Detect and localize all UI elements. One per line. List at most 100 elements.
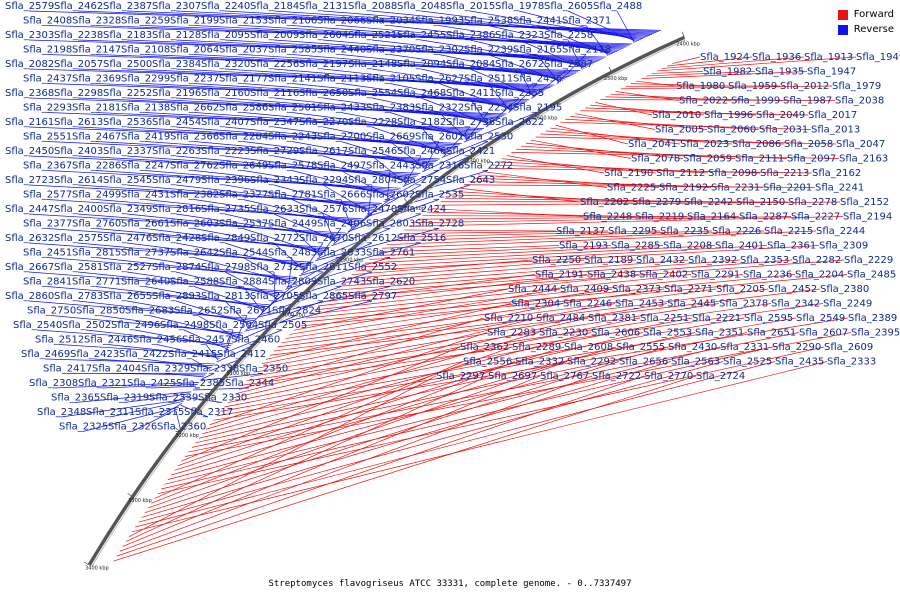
reverse-gene-label: Sfla_2048: [397, 1, 446, 12]
reverse-gene-label: Sfla_2483: [268, 248, 317, 259]
reverse-gene-label: Sfla_2400: [54, 204, 103, 215]
reverse-gene-label: Sfla_2578: [268, 161, 317, 172]
forward-gene-label: Sfla_2651: [747, 328, 796, 339]
scale-tick-mark: [609, 67, 611, 71]
forward-gene-label: Sfla_2381: [588, 313, 637, 324]
forward-gene-label: Sfla_2553: [643, 328, 692, 339]
reverse-gene-label: Sfla_2165: [513, 45, 562, 56]
forward-gene-label: Sfla_2608: [564, 342, 613, 353]
reverse-gene-label: Sfla_2355: [495, 88, 544, 99]
reverse-gene-label: Sfla_2815: [72, 248, 121, 259]
reverse-gene-label: Sfla_2303: [5, 30, 54, 41]
reverse-gene-label: Sfla_2440: [317, 45, 366, 56]
label-leader-line: [672, 57, 700, 64]
reverse-gene-label: Sfla_2497: [317, 161, 366, 172]
reverse-gene-label: Sfla_2088: [348, 1, 397, 12]
reverse-gene-label: Sfla_2307: [152, 1, 201, 12]
reverse-gene-label: Sfla_2153: [219, 16, 268, 27]
forward-gene-label: Sfla_2248: [583, 212, 632, 223]
reverse-gene-label: Sfla_2527: [103, 262, 152, 273]
reverse-gene-label: Sfla_2537: [219, 219, 268, 230]
reverse-gene-label: Sfla_2320: [201, 59, 250, 70]
reverse-gene-label: Sfla_2797: [348, 291, 397, 302]
forward-gene-label: Sfla_2395: [851, 328, 900, 339]
reverse-gene-label: Sfla_2575: [54, 233, 103, 244]
reverse-gene-label: Sfla_2412: [217, 349, 266, 360]
reverse-gene-label: Sfla_2161: [5, 117, 54, 128]
reverse-gene-label: Sfla_2602: [366, 190, 415, 201]
forward-gene-label: Sfla_2304: [511, 299, 560, 310]
reverse-gene-label: Sfla_2504: [209, 320, 258, 331]
forward-gene-label: Sfla_2226: [712, 226, 761, 237]
reverse-gene-label: Sfla_2500: [103, 59, 152, 70]
forward-gene-label: Sfla_2162: [812, 168, 861, 179]
reverse-gene-label: Sfla_2084: [446, 59, 495, 70]
reverse-gene-label: Sfla_2652: [174, 306, 223, 317]
reverse-gene-label: Sfla_2546: [348, 146, 397, 157]
forward-gene-label: Sfla_2189: [584, 255, 633, 266]
reverse-gene-label: Sfla_2223: [201, 146, 250, 157]
reverse-gene-label: Sfla_2642: [170, 248, 219, 259]
reverse-gene-label: Sfla_2247: [121, 161, 170, 172]
forward-gene-label: Sfla_2230: [539, 328, 588, 339]
forward-gene-label: Sfla_2697: [488, 371, 537, 382]
forward-gene-label: Sfla_2219: [635, 212, 684, 223]
forward-swatch-icon: [838, 10, 848, 20]
forward-gene-label: Sfla_2402: [639, 270, 688, 281]
reverse-gene-label: Sfla_2586: [219, 103, 268, 114]
forward-gene-label: Sfla_2210: [484, 313, 533, 324]
reverse-gene-label: Sfla_2511: [464, 74, 513, 85]
reverse-gene-label: Sfla_2037: [219, 45, 268, 56]
reverse-gene-label: Sfla_2893: [152, 291, 201, 302]
forward-gene-label: Sfla_2722: [592, 371, 641, 382]
reverse-gene-label: Sfla_2437: [23, 74, 72, 85]
scale-tick-label: 3200 kbp: [175, 433, 199, 439]
reverse-gene-label: Sfla_2502: [62, 320, 111, 331]
forward-gene-label: Sfla_2295: [608, 226, 657, 237]
reverse-gene-label: Sfla_2824: [272, 306, 321, 317]
reverse-gene-label: Sfla_2650: [299, 88, 348, 99]
reverse-gene-label: Sfla_2670: [299, 233, 348, 244]
reverse-gene-label: Sfla_2272: [464, 161, 513, 172]
reverse-gene-label: Sfla_2327: [219, 190, 268, 201]
reverse-gene-label: Sfla_2365: [51, 393, 100, 404]
reverse-gene-label: Sfla_2339: [149, 393, 198, 404]
reverse-gene-label: Sfla_2105: [366, 74, 415, 85]
reverse-gene-label: Sfla_2347: [250, 117, 299, 128]
reverse-gene-label: Sfla_2323: [495, 30, 544, 41]
reverse-gene-label: Sfla_2441: [513, 16, 562, 27]
reverse-gene-label: Sfla_2199: [170, 16, 219, 27]
reverse-gene-label: Sfla_2601: [415, 132, 464, 143]
reverse-gene-label: Sfla_2603: [170, 219, 219, 230]
reverse-gene-label: Sfla_2270: [299, 117, 348, 128]
forward-gene-label: Sfla_2213: [760, 168, 809, 179]
reverse-gene-label: Sfla_2108: [121, 45, 170, 56]
label-leader-line: [507, 156, 604, 173]
reverse-gene-label: Sfla_2371: [562, 16, 611, 27]
reverse-gene-label: Sfla_2468: [397, 88, 446, 99]
reverse-gene-label: Sfla_2585: [268, 45, 317, 56]
reverse-gene-label: Sfla_2667: [5, 262, 54, 273]
reverse-gene-label: Sfla_2617: [299, 146, 348, 157]
reverse-gene-label: Sfla_2095: [201, 30, 250, 41]
forward-gene-label: Sfla_2205: [716, 284, 765, 295]
forward-gene-label: Sfla_2111: [735, 154, 784, 165]
reverse-gene-label: Sfla_2760: [72, 219, 121, 230]
reverse-gene-label: Sfla_2197: [299, 59, 348, 70]
reverse-gene-label: Sfla_2467: [72, 132, 121, 143]
forward-gene-label: Sfla_2290: [772, 342, 821, 353]
forward-gene-label: Sfla_2059: [683, 154, 732, 165]
reverse-gene-label: Sfla_2337: [103, 146, 152, 157]
forward-gene-label: Sfla_2208: [663, 241, 712, 252]
forward-gene-label: Sfla_2250: [532, 255, 581, 266]
reverse-gene-label: Sfla_2384: [152, 59, 201, 70]
reverse-gene-label: Sfla_2424: [397, 204, 446, 215]
forward-gene-label: Sfla_2164: [687, 212, 736, 223]
reverse-gene-label: Sfla_2612: [348, 233, 397, 244]
reverse-gene-label: Sfla_2516: [397, 233, 446, 244]
reverse-gene-label: Sfla_2587: [544, 59, 593, 70]
reverse-gene-label: Sfla_2238: [54, 30, 103, 41]
reverse-gene-label: Sfla_2640: [121, 277, 170, 288]
reverse-gene-label: Sfla_2761: [366, 248, 415, 259]
